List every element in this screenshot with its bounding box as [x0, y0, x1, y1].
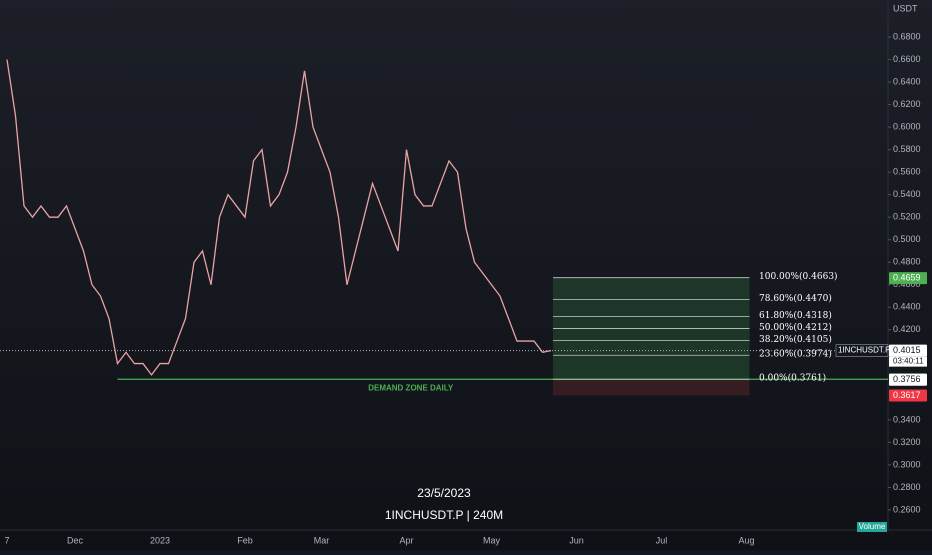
y-tick-label: 0.6800: [893, 31, 921, 41]
x-tick-label: Apr: [399, 535, 413, 545]
price-label-bg: [889, 344, 927, 357]
fib-label: 78.60%(0.4470): [759, 293, 832, 304]
fib-label: 100.00%(0.4663): [759, 271, 838, 282]
y-tick-label: 0.5600: [893, 167, 921, 177]
currency: USDT: [893, 3, 918, 13]
y-tick-label: 0.4200: [893, 324, 921, 334]
y-tick-label: 0.6600: [893, 54, 921, 64]
y-tick-label: 0.3000: [893, 459, 921, 469]
x-tick-label: 2023: [150, 535, 170, 545]
fib-label: 38.20%(0.4105): [759, 334, 832, 345]
symbol-tag: 1INCHUSDT.P: [838, 346, 890, 355]
price-label: 0.4659: [893, 272, 921, 282]
y-tick-label: 0.5400: [893, 189, 921, 199]
symbol-tag-bg: [835, 344, 889, 357]
volume-label: Volume: [859, 522, 886, 531]
y-tick-label: 0.6400: [893, 76, 921, 86]
y-tick-label: 0.4600: [893, 279, 921, 289]
y-tick-label: 0.5200: [893, 212, 921, 222]
zone: [553, 379, 750, 396]
y-tick-label: 0.6200: [893, 99, 921, 109]
price-line: [6, 59, 552, 376]
price-label: 0.3617: [893, 390, 921, 400]
fib-label: 23.60%(0.3974): [759, 349, 832, 360]
y-tick-label: 0.6000: [893, 121, 921, 131]
x-tick-label: Feb: [237, 535, 253, 545]
fib-label: 50.00%(0.4212): [759, 322, 832, 333]
y-tick-label: 0.4800: [893, 257, 921, 267]
price-label: 0.3756: [893, 374, 921, 384]
price-label-bg: [889, 373, 927, 386]
fib-label: 0.00%(0.3761): [759, 373, 826, 384]
y-tick-label: 0.4400: [893, 302, 921, 312]
x-tick-label: Aug: [738, 535, 754, 545]
price-label-bg: [889, 272, 927, 285]
x-tick-label: Mar: [314, 535, 330, 545]
y-tick-label: 0.5800: [893, 144, 921, 154]
fib-label: 61.80%(0.4318): [759, 310, 832, 321]
zone-label: DEMAND ZONE DAILY: [368, 383, 454, 392]
price-label: 0.4015: [893, 345, 921, 355]
symbol-label: 1INCHUSDT.P | 240M: [385, 508, 503, 522]
x-tick-label: Jul: [656, 535, 668, 545]
volume-badge: [857, 522, 887, 532]
y-tick-label: 0.5000: [893, 234, 921, 244]
countdown: 03:40:11: [893, 357, 924, 366]
countdown-bg: [889, 356, 927, 367]
y-tick-label: 0.3200: [893, 437, 921, 447]
y-tick-label: 0.2800: [893, 482, 921, 492]
x-tick-label: Jun: [569, 535, 584, 545]
y-tick-label: 0.2600: [893, 504, 921, 514]
x-tick-label: May: [483, 535, 501, 545]
x-tick-label: Dec: [67, 535, 84, 545]
price-label-bg: [889, 389, 927, 402]
y-tick-label: 0.3400: [893, 414, 921, 424]
date-label: 23/5/2023: [417, 486, 471, 500]
x-tick-label: 7: [4, 535, 9, 545]
